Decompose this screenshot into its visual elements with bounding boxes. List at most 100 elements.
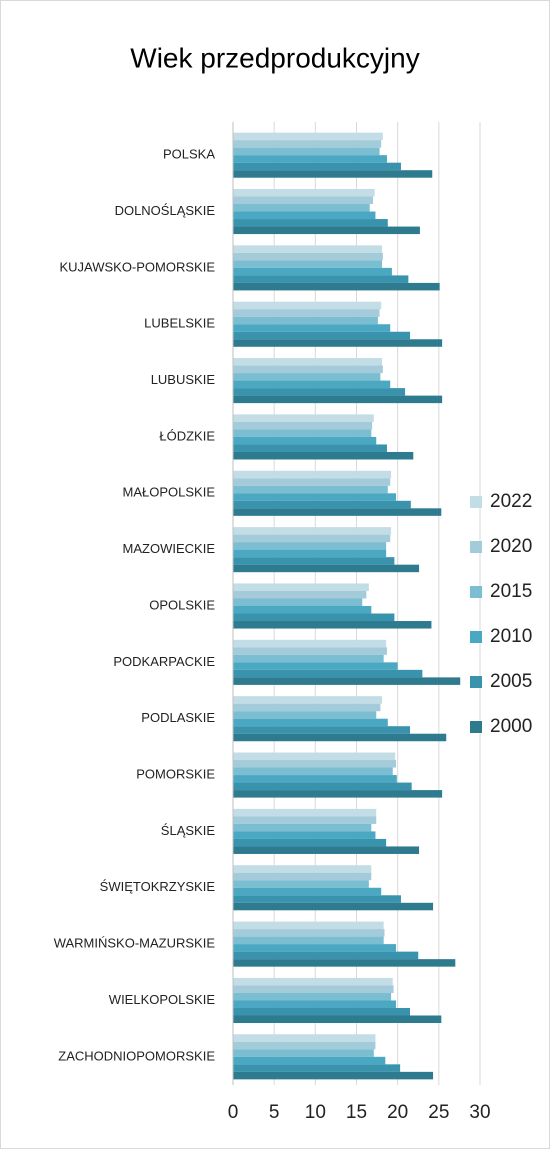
bar — [233, 902, 434, 911]
bar — [233, 654, 384, 663]
bar — [233, 865, 372, 873]
y-tick-label: LUBELSKIE — [144, 316, 215, 331]
bar — [233, 782, 412, 791]
legend-swatch — [470, 541, 482, 553]
legend-swatch — [470, 496, 482, 508]
bar — [233, 564, 420, 573]
bar — [233, 549, 387, 558]
bar — [233, 147, 380, 156]
bar — [233, 1056, 386, 1065]
bar — [233, 316, 378, 325]
bar — [233, 211, 376, 220]
y-tick-label: ŚLĄSKIE — [161, 823, 216, 838]
bar — [233, 951, 419, 960]
bar — [233, 324, 391, 332]
bar — [233, 936, 384, 945]
bar — [233, 527, 392, 535]
bar — [233, 752, 396, 761]
bar — [233, 767, 393, 776]
bar — [233, 508, 442, 516]
bar — [233, 808, 377, 817]
bar — [233, 252, 383, 261]
x-tick-label: 20 — [387, 1102, 408, 1123]
legend-label: 2022 — [490, 491, 532, 512]
bar — [233, 1000, 397, 1008]
bar — [233, 775, 397, 783]
bar — [233, 733, 447, 742]
bar — [233, 1049, 374, 1057]
x-tick-label: 5 — [269, 1102, 280, 1123]
legend-label: 2010 — [490, 626, 532, 647]
bar — [233, 711, 377, 719]
legend-label: 2000 — [490, 716, 532, 737]
bar — [233, 621, 432, 629]
bar — [233, 985, 394, 993]
bar — [233, 872, 372, 881]
y-tick-label: ŚWIĘTOKRZYSKIE — [100, 879, 216, 894]
bar — [233, 162, 401, 171]
bar — [233, 760, 397, 768]
bar — [233, 170, 433, 178]
bar — [233, 388, 406, 396]
x-tick-label: 25 — [428, 1102, 449, 1123]
y-tick-label: LUBUSKIE — [151, 372, 216, 387]
bar — [233, 696, 383, 704]
bar — [233, 395, 443, 404]
legend-swatch — [470, 721, 482, 733]
bar — [233, 726, 411, 734]
bar — [233, 267, 392, 276]
legend-label: 2020 — [490, 536, 532, 557]
bar — [233, 485, 388, 494]
bar — [233, 718, 388, 727]
chart-title: Wiek przedprodukcyjny — [130, 42, 419, 73]
bar — [233, 493, 397, 501]
bar — [233, 451, 414, 460]
bar — [233, 880, 369, 888]
bar — [233, 140, 382, 148]
bar — [233, 1034, 376, 1042]
y-tick-label: MAZOWIECKIE — [123, 541, 216, 556]
bar — [233, 365, 383, 374]
bar — [233, 583, 369, 591]
bar — [233, 226, 420, 235]
bar — [233, 380, 391, 389]
x-tick-label: 10 — [305, 1102, 326, 1123]
y-tick-label: KUJAWSKO-POMORSKIE — [59, 259, 215, 274]
bar — [233, 500, 411, 509]
bar — [233, 1007, 411, 1016]
legend-label: 2005 — [490, 671, 532, 692]
bar — [233, 838, 387, 847]
bar — [233, 895, 401, 903]
bar — [233, 309, 380, 317]
x-tick-label: 0 — [228, 1102, 239, 1123]
bar — [233, 188, 375, 197]
bar — [233, 275, 409, 283]
y-tick-label: ZACHODNIOPOMORSKIE — [58, 1048, 215, 1063]
bar — [233, 1064, 401, 1072]
bar — [233, 929, 385, 937]
bar — [233, 478, 391, 486]
bar — [233, 703, 381, 712]
y-tick-label: PODLASKIE — [141, 710, 215, 725]
bar — [233, 196, 373, 205]
bar — [233, 1071, 434, 1080]
bar — [233, 260, 383, 268]
bar — [233, 992, 392, 1001]
y-tick-label: OPOLSKIE — [149, 597, 215, 612]
bar — [233, 669, 423, 678]
bar — [233, 245, 383, 253]
y-tick-label: WIELKOPOLSKIE — [109, 992, 216, 1007]
legend-swatch — [470, 631, 482, 643]
bar — [233, 977, 393, 986]
bar — [233, 887, 382, 896]
bar — [233, 831, 376, 839]
bar — [233, 282, 440, 291]
bar — [233, 816, 377, 824]
bar — [233, 921, 384, 930]
bar — [233, 959, 456, 967]
bar — [233, 606, 372, 614]
bar — [233, 421, 373, 430]
bar — [233, 590, 367, 599]
